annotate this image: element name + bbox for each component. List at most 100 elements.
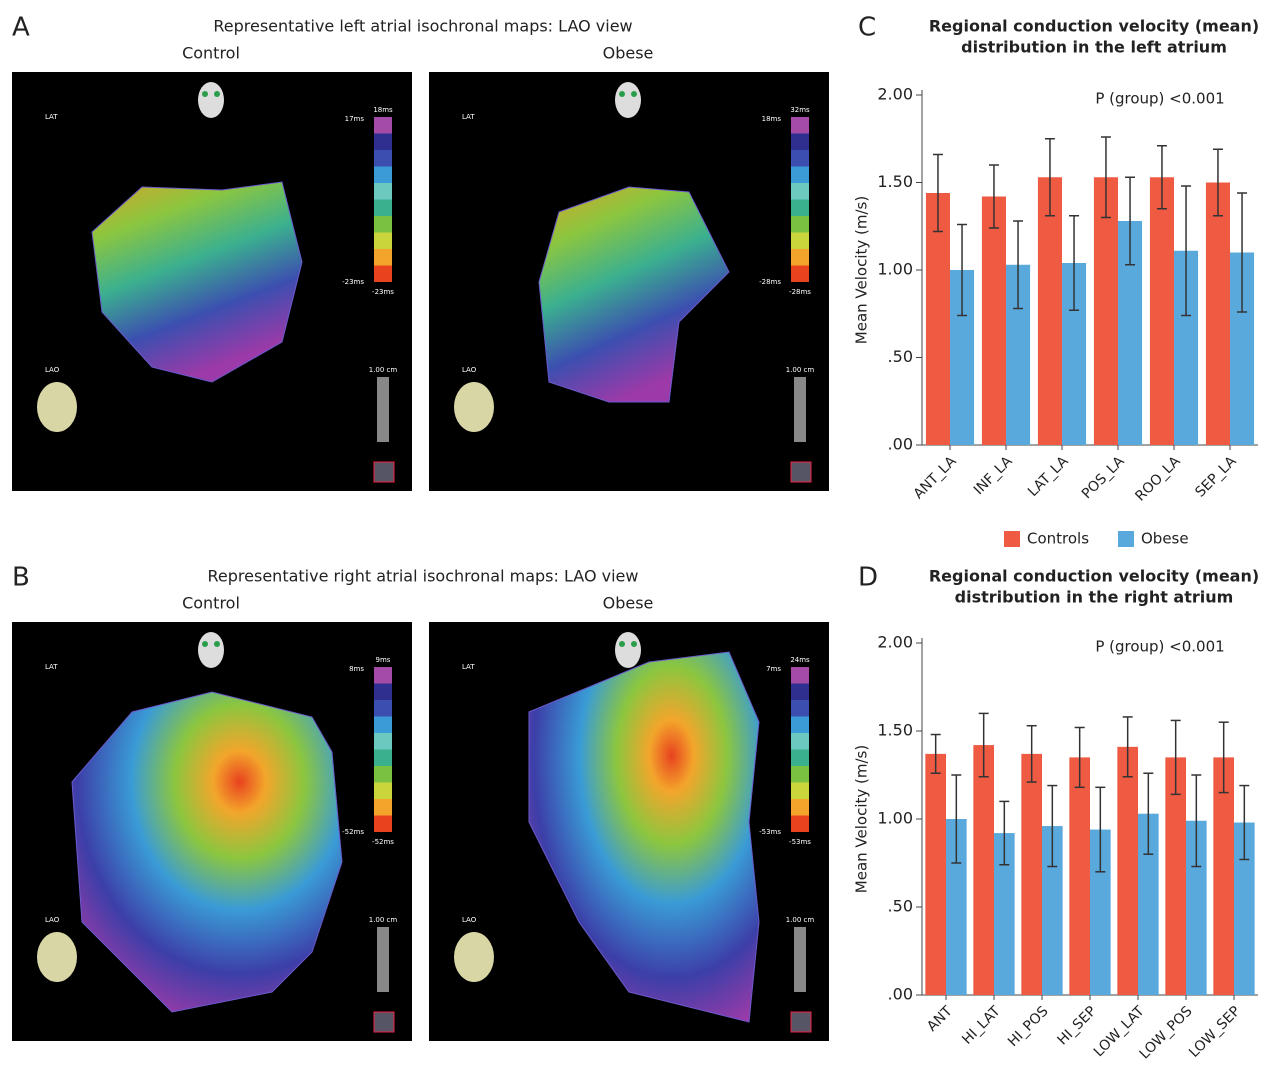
scale-label: 1.00 cm [369, 916, 398, 924]
bar [981, 196, 1006, 445]
error-bar [957, 223, 968, 317]
error-bar [951, 774, 962, 864]
legend-label: Obese [1141, 530, 1189, 548]
colorbar-bottom-marker: -23ms [342, 278, 364, 286]
panel-letter: C [858, 13, 876, 43]
map-lao-label: LAO [45, 916, 60, 924]
colorbar-segment [791, 232, 809, 249]
y-axis-title: Mean Velocity (m/s) [853, 196, 871, 344]
scale-label: 1.00 cm [369, 366, 398, 374]
colorbar-top-marker: 8ms [349, 665, 364, 673]
x-tick-label: POS_LA [1079, 453, 1128, 502]
x-tick-label: LAT_LA [1025, 453, 1072, 500]
error-bar [978, 712, 989, 778]
bar [1149, 177, 1174, 445]
bar [1090, 829, 1111, 995]
bar [1021, 753, 1042, 995]
map-image: LAT LAO 32ms 18ms -28ms -28ms 1.00 cm [429, 72, 829, 491]
face-eye [202, 91, 208, 97]
error-bar [1044, 138, 1055, 217]
atrium-surface [528, 651, 760, 1023]
bar [1037, 177, 1062, 445]
x-tick-label: LOW_SEP [1186, 1003, 1244, 1061]
x-tick-label: HI_LAT [959, 1003, 1004, 1048]
bar [1138, 813, 1159, 995]
colorbar-top-label: 9ms [376, 656, 391, 664]
y-tick-label: .50 [888, 897, 913, 916]
bar [1093, 177, 1118, 445]
orientation-face [198, 632, 224, 668]
colorbar-segment [791, 716, 809, 733]
legend-swatch [1004, 531, 1020, 547]
colorbar-segment [791, 133, 809, 150]
colorbar-segment [791, 766, 809, 783]
error-bar [988, 164, 999, 229]
chart-title: Regional conduction velocity (mean) [929, 567, 1259, 586]
map-image: LAT LAO 18ms 17ms -23ms -23ms 1.00 cm [12, 72, 412, 491]
face-eye [214, 641, 220, 647]
y-tick-label: .50 [888, 347, 913, 366]
bar [925, 753, 946, 995]
bar [946, 819, 967, 995]
map-group-label: Obese [603, 44, 654, 63]
colorbar-segment [374, 199, 392, 216]
colorbar-segment [374, 815, 392, 832]
error-bar [1026, 724, 1037, 783]
x-tick-label: ROO_LA [1132, 453, 1184, 505]
map-lao-label: LAO [45, 366, 60, 374]
x-tick-label: INF_LA [971, 453, 1016, 498]
face-eye [631, 91, 637, 97]
face-eye [619, 641, 625, 647]
colorbar-segment [374, 766, 392, 783]
y-tick-label: 1.50 [877, 721, 913, 740]
colorbar-segment [374, 799, 392, 816]
colorbar-bottom-marker: -53ms [759, 828, 781, 836]
colorbar-segment [374, 150, 392, 167]
error-bar [999, 800, 1010, 866]
scale-bar [794, 927, 806, 992]
error-bar [932, 153, 943, 233]
colorbar-top-marker: 7ms [766, 665, 781, 673]
error-bar [1237, 192, 1248, 313]
chart-title: Regional conduction velocity (mean) [929, 17, 1259, 36]
panel-letter: B [12, 563, 30, 593]
colorbar-segment [791, 199, 809, 216]
panel-letter: A [12, 13, 30, 43]
y-tick-label: .00 [888, 435, 913, 454]
error-bar [1125, 176, 1136, 266]
colorbar-segment [374, 716, 392, 733]
error-bar [1239, 784, 1250, 861]
colorbar-segment [374, 117, 392, 134]
scale-bar [377, 377, 389, 442]
colorbar-segment [374, 667, 392, 684]
error-bar [1170, 719, 1181, 796]
error-bar [930, 733, 941, 774]
atrium-surface [538, 186, 730, 403]
colorbar-segment [791, 667, 809, 684]
colorbar-segment [791, 216, 809, 233]
y-tick-label: 1.00 [877, 260, 913, 279]
map-lat-label: LAT [462, 113, 475, 121]
scale-label: 1.00 cm [786, 366, 815, 374]
map-group-label: Obese [603, 594, 654, 613]
y-tick-label: 1.50 [877, 172, 913, 191]
y-tick-label: 2.00 [877, 85, 913, 104]
legend-swatch [1118, 531, 1134, 547]
x-tick-label: LOW_POS [1137, 1003, 1196, 1062]
colorbar-segment [374, 700, 392, 717]
heart-icon [37, 932, 77, 982]
view-icon [790, 1011, 812, 1033]
bar [925, 193, 950, 445]
map-lat-label: LAT [462, 663, 475, 671]
colorbar-segment [791, 815, 809, 832]
colorbar-bottom-label: -53ms [789, 838, 811, 846]
colorbar-bottom-marker: -28ms [759, 278, 781, 286]
bar [1213, 757, 1234, 995]
scale-bar [794, 377, 806, 442]
map-lat-label: LAT [45, 663, 58, 671]
bar [1069, 757, 1090, 995]
error-bar [1181, 185, 1192, 317]
colorbar-segment [374, 749, 392, 766]
colorbar-segment [791, 799, 809, 816]
